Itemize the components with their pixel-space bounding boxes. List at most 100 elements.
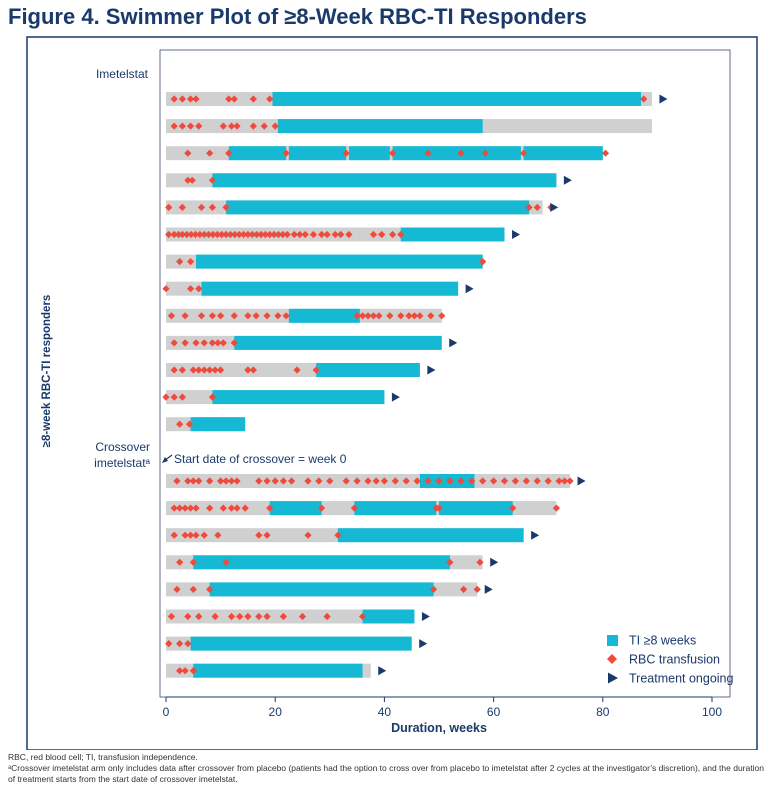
rbc-transfusion-marker: [222, 230, 230, 239]
rbc-transfusion-marker: [402, 477, 410, 485]
rbc-transfusion-marker: [178, 230, 186, 239]
rbc-transfusion-marker: [380, 477, 388, 485]
rbc-transfusion-marker: [511, 477, 520, 485]
rbc-transfusion-marker: [282, 312, 290, 320]
rbc-transfusion-marker: [323, 230, 331, 239]
rbc-transfusion-marker: [544, 477, 552, 485]
rbc-transfusion-marker: [552, 504, 560, 512]
rbc-transfusion-marker: [326, 477, 334, 485]
rbc-transfusion-marker: [457, 477, 465, 485]
rbc-transfusion-marker: [429, 585, 438, 593]
rbc-transfusion-marker: [217, 366, 225, 374]
rbc-transfusion-marker: [167, 612, 176, 621]
rbc-transfusion-marker: [282, 149, 290, 157]
rbc-transfusion-marker: [178, 203, 186, 211]
rbc-transfusion-marker: [263, 312, 271, 320]
legend: TI ≥8 weeks RBC transfusion Treatment ongo…: [607, 634, 734, 686]
rbc-transfusion-marker: [283, 230, 291, 239]
rbc-transfusion-marker: [186, 504, 195, 512]
rbc-transfusion-marker: [410, 312, 419, 320]
patient-row: [166, 474, 586, 488]
rbc-transfusion-marker: [185, 420, 194, 428]
patient-row: [165, 636, 428, 651]
rbc-transfusion-marker: [270, 230, 278, 239]
rbc-transfusion-marker: [197, 312, 206, 320]
patient-row: [162, 281, 474, 296]
group-label-imetelstat: Imetelstat: [96, 67, 149, 81]
ti-segment: [226, 200, 530, 215]
ti-segment: [190, 636, 412, 651]
rbc-transfusion-marker: [227, 122, 236, 130]
rbc-transfusion-marker: [369, 230, 378, 239]
rbc-transfusion-marker: [227, 612, 236, 621]
rbc-transfusion-marker: [211, 366, 219, 374]
rbc-transfusion-marker: [191, 230, 200, 239]
legend-item: TI ≥8 weeks: [607, 634, 696, 648]
rbc-transfusion-marker: [263, 477, 271, 485]
rbc-transfusion-marker: [476, 558, 484, 566]
rbc-transfusion-marker: [342, 149, 350, 157]
rbc-transfusion-marker: [249, 95, 257, 103]
rbc-transfusion-marker: [304, 477, 312, 485]
rbc-transfusion-marker: [509, 504, 517, 512]
x-axis-title: Duration, weeks: [391, 721, 487, 735]
rbc-transfusion-marker: [388, 149, 397, 157]
ti-segment: [212, 173, 557, 188]
rbc-transfusion-marker: [226, 230, 235, 239]
rbc-transfusion-marker: [479, 258, 487, 266]
rbc-transfusion-marker: [312, 366, 320, 374]
rbc-transfusion-marker: [479, 477, 487, 485]
rbc-transfusion-marker: [181, 531, 189, 539]
rbc-transfusion-marker: [640, 95, 648, 103]
rbc-transfusion-marker: [217, 312, 225, 320]
rbc-transfusion-marker: [405, 312, 413, 320]
rbc-transfusion-marker: [274, 312, 282, 320]
rbc-transfusion-marker: [184, 640, 192, 648]
ti-segment: [196, 254, 483, 269]
rbc-transfusion-marker: [230, 312, 238, 320]
rbc-transfusion-marker: [200, 230, 208, 239]
rbc-transfusion-marker: [274, 230, 283, 239]
rbc-transfusion-marker: [230, 339, 238, 347]
rbc-transfusion-marker: [473, 585, 481, 593]
rbc-transfusion-marker: [424, 149, 432, 157]
rbc-transfusion-marker: [244, 230, 252, 239]
treatment-ongoing-marker: [550, 202, 559, 212]
treatment-ongoing-marker: [490, 557, 499, 567]
rbc-transfusion-marker: [290, 230, 298, 239]
rbc-transfusion-marker: [249, 122, 257, 130]
rbc-transfusion-marker: [209, 230, 217, 239]
rbc-transfusion-marker: [176, 504, 184, 512]
x-tick-label: 0: [163, 705, 170, 719]
rbc-transfusion-marker: [176, 667, 184, 675]
patient-row: [166, 555, 499, 570]
treatment-duration-bar: [166, 609, 415, 624]
ti-segment: [234, 335, 442, 350]
patient-row: [166, 254, 487, 269]
rbc-transfusion-marker: [263, 612, 271, 621]
patient-row: [166, 528, 540, 543]
rbc-transfusion-marker: [192, 95, 200, 103]
rbc-transfusion-marker: [266, 230, 274, 239]
rbc-transfusion-marker: [195, 366, 203, 374]
rbc-transfusion-marker: [219, 122, 227, 130]
rbc-transfusion-marker: [173, 477, 181, 485]
ti-segment: [348, 146, 390, 161]
rbc-transfusion-marker: [372, 477, 380, 485]
rbc-transfusion-marker: [490, 477, 498, 485]
figure-title: Figure 4. Swimmer Plot of ≥8-Week RBC-TI…: [8, 4, 587, 29]
rbc-transfusion-marker: [170, 366, 178, 374]
rbc-transfusion-marker: [386, 312, 394, 320]
patient-row: [166, 582, 493, 597]
legend-label: RBC transfusion: [629, 653, 720, 667]
footnote-a: ᵃCrossover imetelstat arm only includes …: [8, 763, 764, 784]
rbc-transfusion-marker: [315, 477, 323, 485]
rbc-transfusion-marker: [261, 230, 269, 239]
rbc-transfusion-marker: [446, 558, 454, 566]
rbc-transfusion-marker: [413, 477, 421, 485]
rbc-transfusion-marker: [222, 477, 230, 485]
rbc-transfusion-marker: [560, 477, 569, 485]
rbc-transfusion-marker: [189, 477, 197, 485]
rbc-transfusion-marker: [304, 531, 312, 539]
rbc-transfusion-marker: [178, 393, 186, 401]
